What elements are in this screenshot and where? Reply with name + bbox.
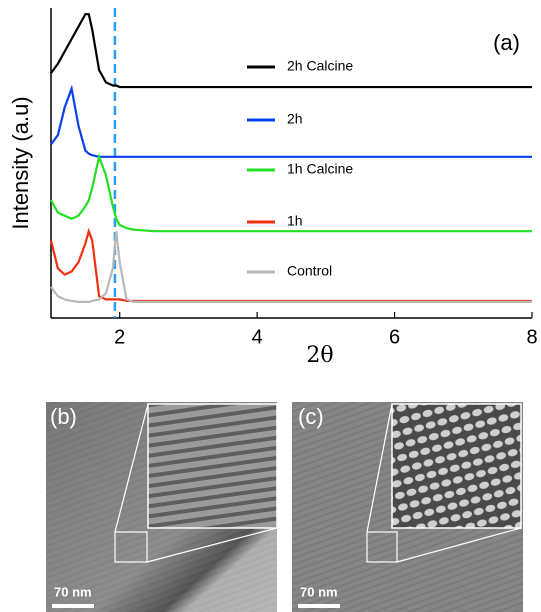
zoom-line [114,403,149,533]
inset [147,403,278,529]
zoom-box [366,531,398,563]
inset [391,403,522,529]
legend-label: 2h Calcine [287,58,353,74]
panel-label: (a) [493,30,520,55]
series-line [50,84,532,158]
zoom-box [114,531,148,563]
zoom-line [396,527,522,563]
legend-label: 2h [287,111,303,127]
x-axis-label: 2θ [306,343,333,368]
y-axis-label: Intensity (a.u) [8,96,33,229]
zoom-line [146,527,278,563]
x-tick-label: 2 [114,326,125,348]
series-line [50,13,532,89]
legend-label: Control [287,263,332,279]
x-tick-label: 8 [526,326,537,348]
legend-label: 1h [287,213,303,229]
scale-label: 70 nm [54,584,92,599]
series-line [50,231,532,303]
panel-label: (c) [298,404,324,429]
legend-label: 1h Calcine [287,161,353,177]
x-tick-label: 4 [252,326,263,348]
xrd-chart: (a) 2θ Intensity (a.u) 2 4 6 8 2h Calcine 2h 1… [8,8,538,368]
series-line [50,152,532,233]
tem-panel-b: (b) 70 nm [46,402,278,612]
x-tick-label: 6 [389,326,400,348]
panel-label: (b) [50,404,77,429]
zoom-line [366,403,393,533]
scale-label: 70 nm [300,584,338,599]
tem-panel-c: (c) 70 nm [292,402,523,612]
